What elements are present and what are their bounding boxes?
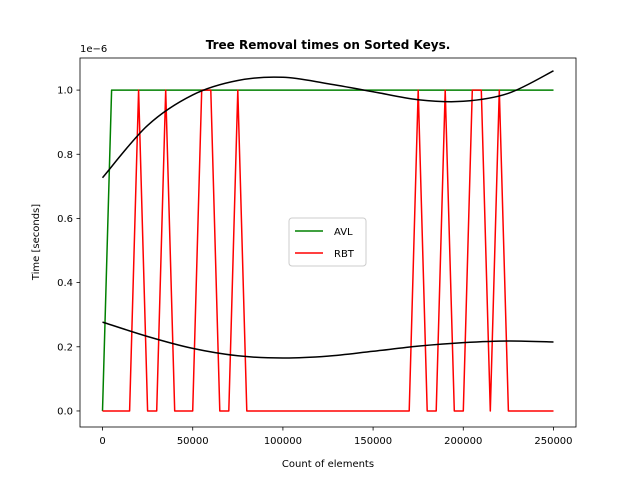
legend-box [288, 217, 367, 267]
y-tick-label: 0.2 [57, 342, 73, 353]
series-line-avl [101, 89, 554, 412]
legend-label-avl: AVL [334, 227, 353, 238]
y-ticks: 0.0 0.2 0.4 0.6 0.8 1.0 [57, 86, 80, 417]
y-tick-label: 0.8 [57, 150, 73, 161]
legend-label-rbt: RBT [334, 249, 355, 260]
x-tick-label: 150000 [354, 436, 392, 447]
y-tick-label: 0.0 [57, 406, 73, 417]
plot-series [101, 70, 554, 412]
plot-frame [79, 57, 577, 428]
x-tick-label: 50000 [177, 436, 209, 447]
y-tick-label: 0.6 [57, 214, 73, 225]
x-tick-label: 200000 [444, 436, 482, 447]
y-tick-label: 0.4 [57, 278, 73, 289]
x-ticks: 0 50000 100000 150000 200000 250000 [99, 427, 573, 447]
x-tick-label: 100000 [264, 436, 302, 447]
chart-title: Tree Removal times on Sorted Keys. [206, 38, 451, 52]
y-axis-label: Time [seconds] [31, 204, 42, 281]
x-tick-label: 250000 [534, 436, 572, 447]
x-axis-label: Count of elements [282, 459, 374, 470]
x-tick-label: 0 [99, 436, 105, 447]
trend-curve-2 [102, 321, 554, 359]
series-line-rbt [102, 89, 554, 412]
y-offset-label: 1e−6 [80, 44, 107, 55]
legend: AVL RBT [288, 217, 367, 267]
trend-curve-1 [101, 70, 554, 179]
y-tick-label: 1.0 [57, 86, 73, 97]
